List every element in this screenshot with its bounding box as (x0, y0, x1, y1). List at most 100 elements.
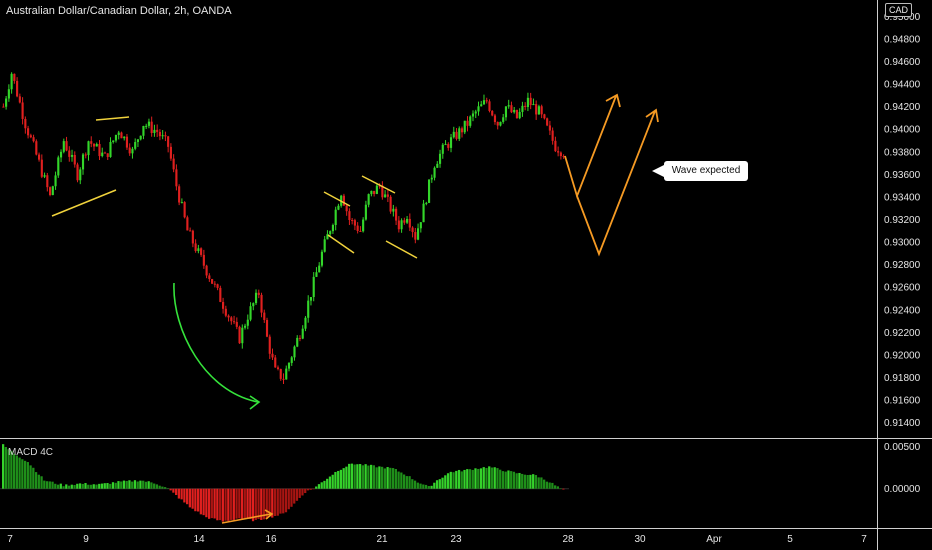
candle-body (271, 353, 274, 358)
macd-bar (2, 444, 5, 489)
candle-body (546, 118, 549, 126)
candle-body (518, 111, 521, 119)
candle-body (213, 283, 216, 285)
candle-body (243, 325, 247, 328)
macd-bar (295, 488, 299, 501)
candle-body (554, 140, 557, 152)
macd-bar (416, 482, 419, 489)
candle-body (136, 139, 140, 143)
macd-bar (194, 488, 197, 512)
macd-bar (477, 468, 480, 489)
price-axis-label: 0.93800 (884, 147, 921, 158)
price-axis-label: 0.91800 (884, 373, 921, 384)
candle-body (48, 187, 52, 196)
candle-body (392, 208, 395, 212)
macd-bar (56, 484, 60, 489)
candle-body (257, 292, 260, 295)
macd-bar (224, 488, 227, 521)
macd-bar (188, 488, 191, 508)
currency-label[interactable]: CAD (885, 3, 913, 17)
macd-bar (26, 462, 29, 489)
candle-body (125, 136, 129, 148)
macd-bar (76, 483, 79, 489)
macd-bar (317, 484, 321, 489)
price-axis-label: 0.93200 (884, 215, 921, 226)
candle-body (46, 175, 49, 188)
price-axis-label: 0.94600 (884, 57, 921, 68)
candle-body (480, 104, 483, 107)
macd-bar (378, 466, 381, 489)
candle-body (447, 144, 450, 148)
candle-body (438, 153, 442, 164)
macd-bar (89, 484, 93, 489)
candle-body (246, 319, 249, 326)
candle-body (202, 254, 205, 266)
macd-bar (405, 476, 408, 489)
candle-body (436, 163, 439, 168)
macd-bar (485, 467, 488, 489)
macd-bar (479, 468, 483, 489)
candle-body (183, 202, 186, 218)
candle-body (81, 154, 85, 170)
candle-body (79, 169, 82, 181)
macd-bar (534, 475, 538, 489)
macd-bar (386, 467, 389, 489)
price-axis-label: 0.94000 (884, 125, 921, 136)
macd-bar (232, 488, 235, 520)
macd-bar (131, 481, 134, 489)
candle-body (315, 272, 318, 277)
macd-bar (411, 479, 414, 489)
macd-bar (111, 482, 115, 489)
candle-body (40, 159, 43, 177)
macd-bar (457, 469, 461, 489)
macd-bar (199, 488, 202, 515)
macd-bar (78, 483, 82, 489)
macd-bar (202, 488, 205, 516)
candle-body (65, 141, 68, 151)
time-axis-label: 23 (450, 534, 462, 545)
macd-bar (537, 477, 540, 489)
candle-body (287, 362, 291, 369)
macd-bar (153, 483, 156, 489)
macd-bar (265, 488, 268, 519)
macd-bar (394, 469, 397, 489)
candle-body (178, 186, 181, 203)
candle-body (296, 337, 299, 347)
curved-arrow-head (249, 395, 261, 410)
candle-body (216, 284, 219, 288)
candle-body (238, 326, 241, 344)
candle-body (526, 97, 529, 107)
candle-body (254, 292, 258, 304)
chart-title: Australian Dollar/Canadian Dollar, 2h, O… (6, 5, 232, 17)
macd-bar (526, 474, 529, 489)
candle-body (323, 239, 326, 252)
candle-body (389, 196, 392, 212)
candle-body (463, 120, 466, 133)
candle-body (304, 317, 307, 329)
macd-bar (279, 488, 282, 514)
macd-bar (287, 488, 290, 510)
candle-body (458, 128, 461, 139)
candle-body (384, 194, 387, 198)
candle-body (485, 100, 488, 102)
macd-bar (235, 488, 238, 519)
candle-body (92, 143, 96, 147)
macd-bar (221, 488, 224, 522)
curved-arrow (173, 282, 259, 403)
candle-body (38, 154, 41, 160)
candle-body (543, 114, 546, 119)
candle-body (290, 357, 293, 363)
macd-bar (400, 472, 403, 489)
candle-body (59, 151, 63, 158)
candle-body (351, 219, 354, 221)
macd-bar (227, 488, 230, 521)
macd-bar (501, 471, 505, 489)
candle-body (422, 203, 425, 223)
candle-body (430, 177, 433, 180)
candle-body (551, 130, 554, 141)
candle-body (562, 156, 565, 158)
candle-body (359, 231, 362, 233)
candle-body (342, 195, 345, 206)
price-axis-label: 0.94800 (884, 34, 921, 45)
